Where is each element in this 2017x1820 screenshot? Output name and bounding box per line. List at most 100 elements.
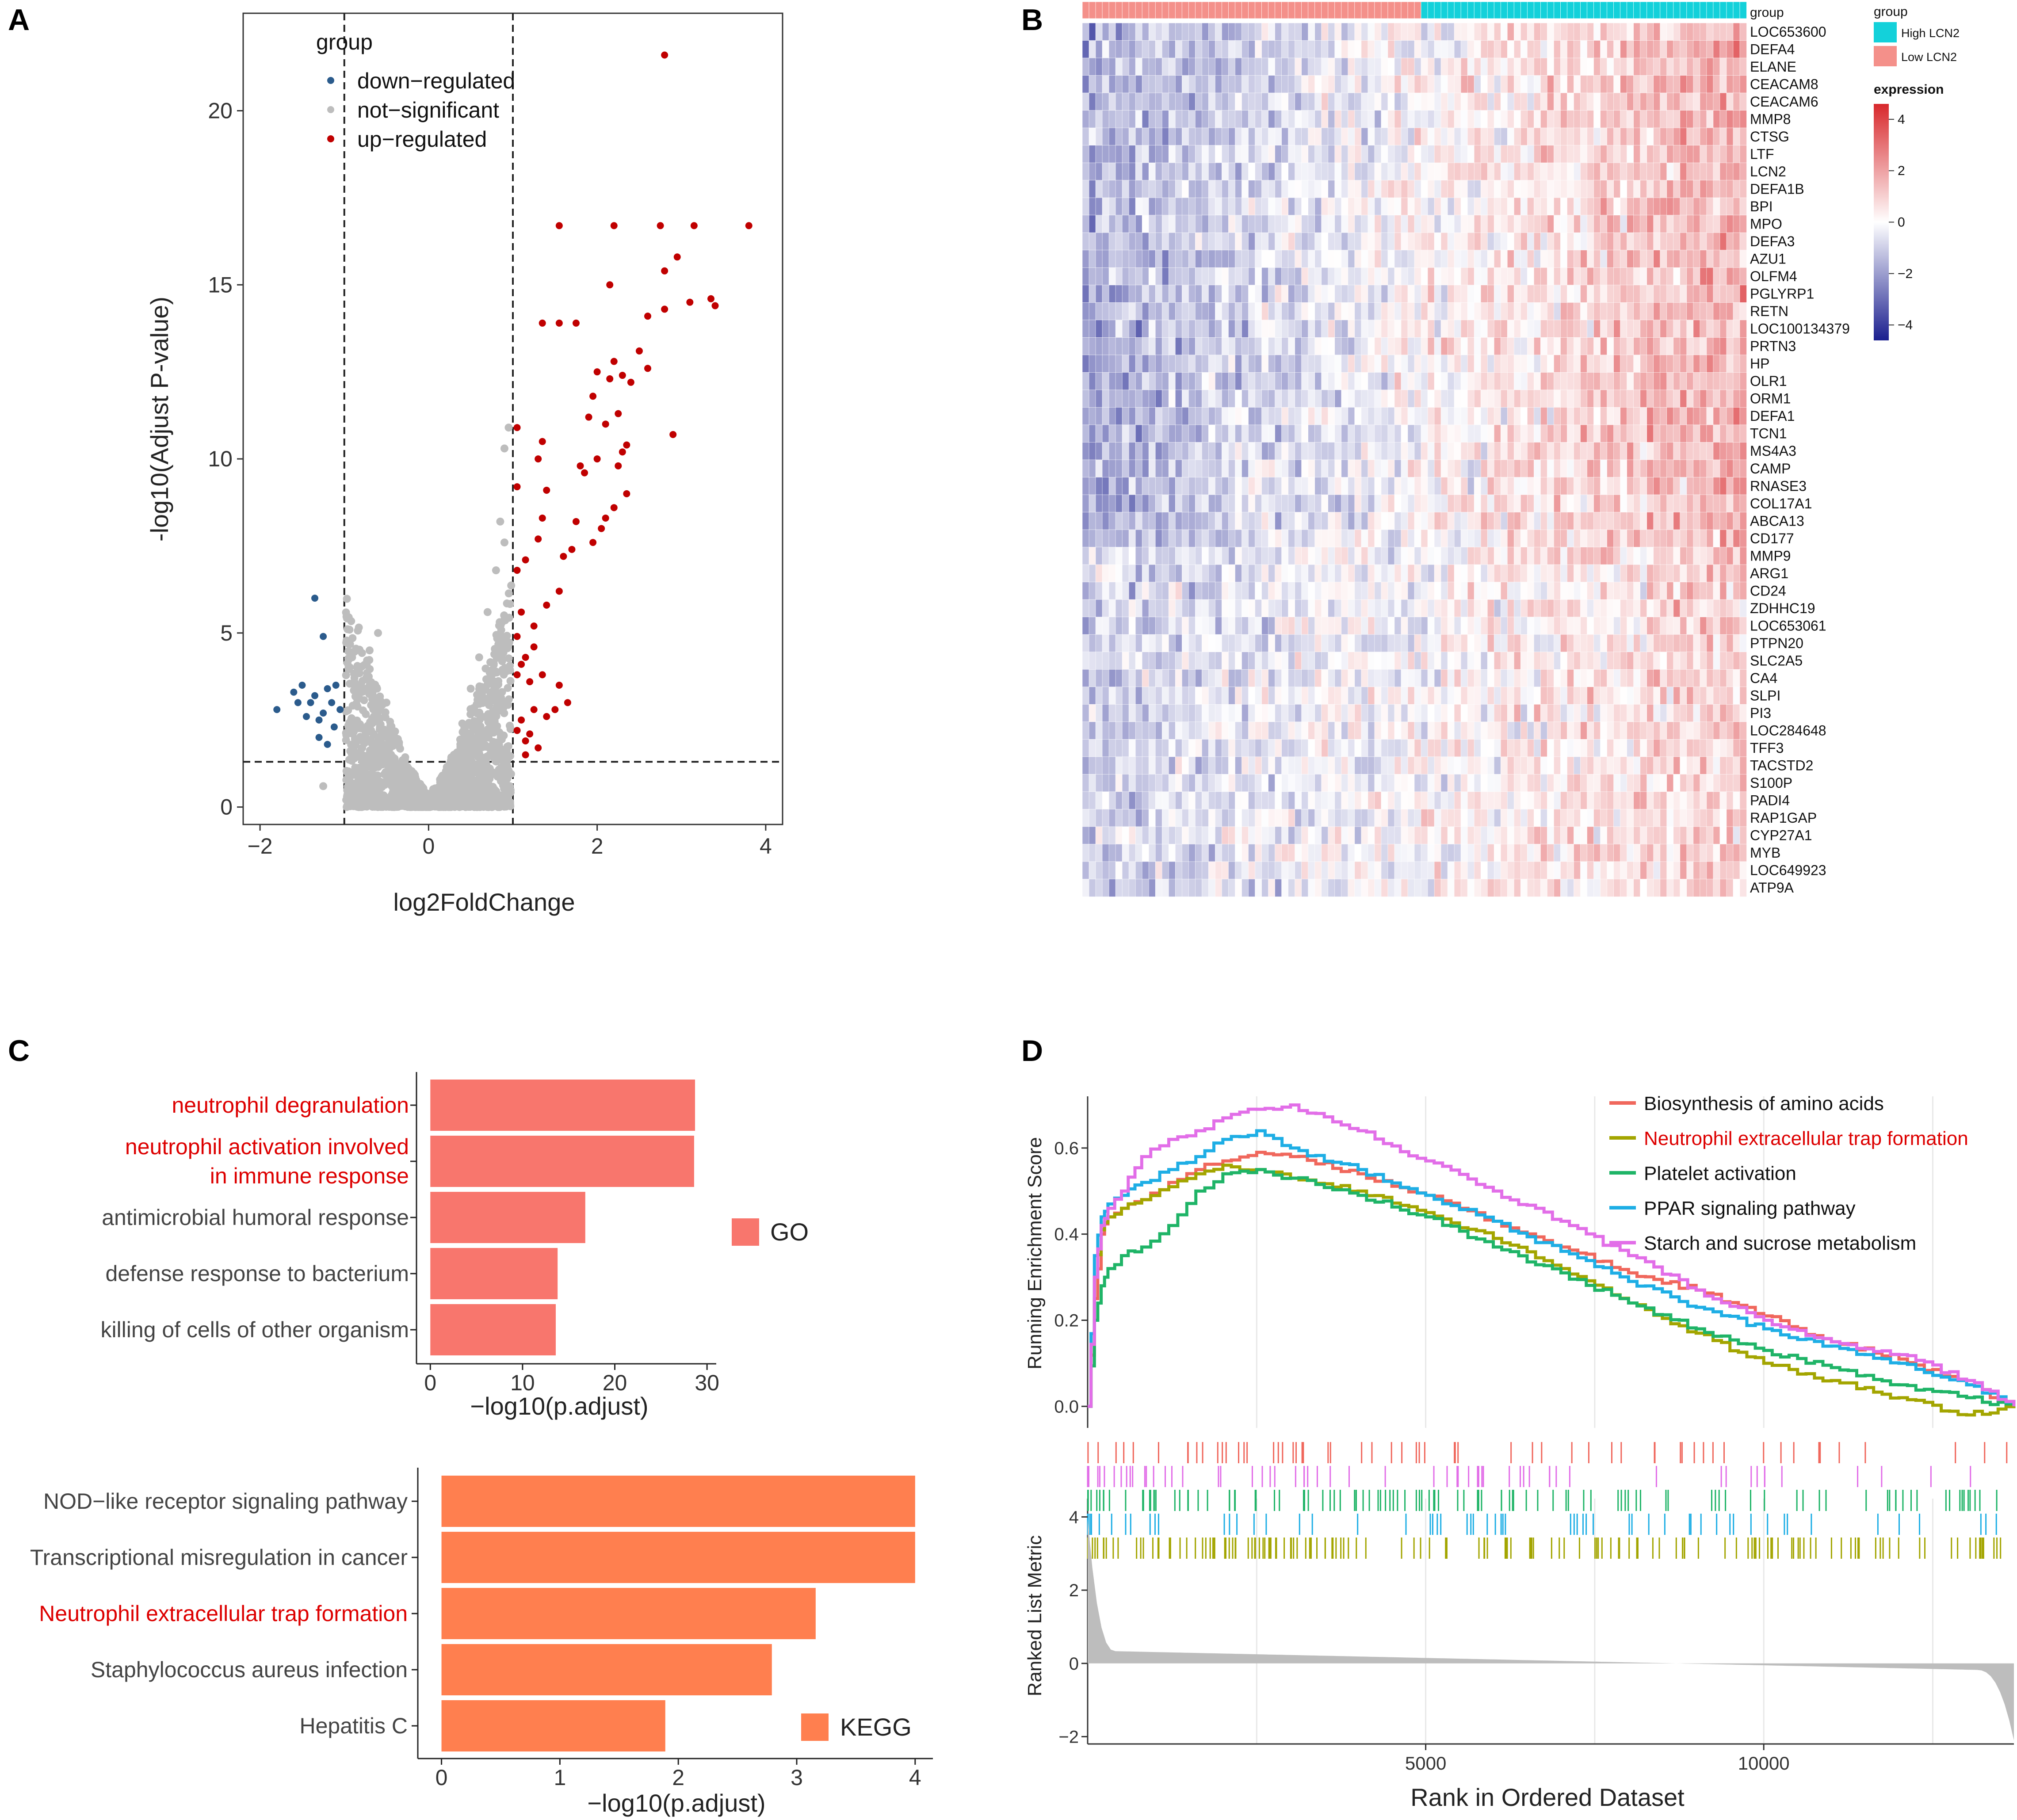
heatmap-cell bbox=[1301, 23, 1309, 41]
volcano-x-tick-label: 2 bbox=[591, 834, 604, 858]
heatmap-cell bbox=[1434, 459, 1441, 478]
heatmap-cell bbox=[1334, 127, 1342, 146]
heatmap-cell bbox=[1660, 75, 1667, 93]
heatmap-cell bbox=[1354, 320, 1362, 338]
heatmap-cell bbox=[1407, 162, 1415, 181]
heatmap-cell bbox=[1235, 459, 1242, 478]
heatmap-cell bbox=[1693, 302, 1700, 321]
heatmap-cell bbox=[1089, 529, 1096, 548]
annotation-cell-low-lcn2 bbox=[1208, 1, 1216, 19]
heatmap-cell bbox=[1288, 459, 1295, 478]
heatmap-cell bbox=[1440, 162, 1448, 181]
heatmap-cell bbox=[1673, 110, 1681, 128]
heatmap-cell bbox=[1460, 180, 1468, 198]
heatmap-cell bbox=[1175, 459, 1183, 478]
heatmap-cell bbox=[1334, 477, 1342, 495]
heatmap-cell bbox=[1215, 355, 1222, 373]
heatmap-cell bbox=[1228, 459, 1236, 478]
heatmap-cell bbox=[1500, 389, 1508, 408]
heatmap-cell bbox=[1208, 215, 1216, 233]
heatmap-cell bbox=[1089, 442, 1096, 460]
heatmap-cell bbox=[1108, 302, 1116, 321]
heatmap-cell bbox=[1693, 267, 1700, 286]
heatmap-cell bbox=[1607, 57, 1614, 76]
volcano-point-ns bbox=[366, 665, 374, 673]
heatmap-cell bbox=[1414, 162, 1421, 181]
heatmap-cell bbox=[1387, 75, 1395, 93]
volcano-point-up bbox=[585, 413, 592, 421]
heatmap-cell bbox=[1082, 337, 1089, 355]
heatmap-cell bbox=[1168, 127, 1176, 146]
heatmap-cell bbox=[1361, 320, 1368, 338]
heatmap-cell bbox=[1268, 267, 1276, 286]
volcano-point-up bbox=[513, 424, 521, 431]
heatmap-cell bbox=[1454, 40, 1461, 58]
heatmap-cell bbox=[1175, 442, 1183, 460]
annotation-cell-high-lcn2 bbox=[1474, 1, 1482, 19]
heatmap-cell bbox=[1222, 547, 1229, 565]
heatmap-cell bbox=[1255, 529, 1262, 548]
heatmap-cell bbox=[1693, 355, 1700, 373]
heatmap-cell bbox=[1288, 302, 1295, 321]
heatmap-cell bbox=[1480, 477, 1488, 495]
heatmap-cell bbox=[1500, 197, 1508, 216]
heatmap-cell bbox=[1666, 302, 1674, 321]
heatmap-cell bbox=[1215, 162, 1222, 181]
heatmap-cell bbox=[1328, 389, 1335, 408]
volcano-point-ns bbox=[352, 689, 361, 697]
heatmap-cell bbox=[1314, 250, 1322, 268]
heatmap-cell bbox=[1175, 110, 1183, 128]
heatmap-cell bbox=[1480, 57, 1488, 76]
heatmap-cell bbox=[1122, 355, 1129, 373]
heatmap-cell bbox=[1574, 267, 1581, 286]
heatmap-cell bbox=[1108, 127, 1116, 146]
heatmap-cell bbox=[1427, 407, 1435, 425]
heatmap-cell bbox=[1208, 389, 1216, 408]
heatmap-cell bbox=[1739, 110, 1747, 128]
heatmap-cell bbox=[1646, 459, 1654, 478]
heatmap-cell bbox=[1188, 320, 1196, 338]
heatmap-cell bbox=[1726, 23, 1734, 41]
annotation-cell-high-lcn2 bbox=[1520, 1, 1528, 19]
heatmap-cell bbox=[1195, 547, 1203, 565]
volcano-point-ns bbox=[504, 767, 513, 775]
heatmap-cell bbox=[1374, 424, 1382, 443]
heatmap-cell bbox=[1660, 494, 1667, 513]
heatmap-cell bbox=[1155, 23, 1163, 41]
heatmap-cell bbox=[1600, 477, 1608, 495]
heatmap-cell bbox=[1447, 494, 1455, 513]
heatmap-cell bbox=[1295, 355, 1302, 373]
volcano-point-ns bbox=[500, 709, 508, 717]
volcano-point-down bbox=[311, 595, 319, 602]
heatmap-cell bbox=[1534, 389, 1541, 408]
heatmap-cell bbox=[1414, 494, 1421, 513]
heatmap-cell bbox=[1713, 494, 1720, 513]
heatmap-cell bbox=[1348, 459, 1355, 478]
heatmap-cell bbox=[1328, 232, 1335, 251]
heatmap-cell bbox=[1122, 389, 1129, 408]
heatmap-cell bbox=[1341, 57, 1348, 76]
heatmap-cell bbox=[1527, 494, 1535, 513]
heatmap-cell bbox=[1514, 57, 1521, 76]
heatmap-cell bbox=[1660, 180, 1667, 198]
heatmap-cell bbox=[1255, 250, 1262, 268]
heatmap-cell bbox=[1540, 23, 1548, 41]
heatmap-cell bbox=[1447, 285, 1455, 303]
heatmap-cell bbox=[1155, 197, 1163, 216]
heatmap-cell bbox=[1507, 389, 1515, 408]
heatmap-cell bbox=[1693, 145, 1700, 163]
heatmap-cell bbox=[1261, 547, 1269, 565]
heatmap-cell bbox=[1102, 232, 1109, 251]
heatmap-cell bbox=[1467, 407, 1475, 425]
volcano-point-ns bbox=[344, 664, 353, 672]
volcano-point-ns bbox=[382, 698, 391, 707]
volcano-point-ns bbox=[360, 696, 368, 705]
heatmap-cell bbox=[1653, 215, 1661, 233]
heatmap-cell bbox=[1733, 215, 1740, 233]
heatmap-cell bbox=[1653, 267, 1661, 286]
heatmap-cell bbox=[1454, 127, 1461, 146]
heatmap-cell bbox=[1487, 92, 1495, 111]
heatmap-cell bbox=[1142, 320, 1149, 338]
heatmap-cell bbox=[1474, 302, 1481, 321]
heatmap-cell bbox=[1148, 407, 1156, 425]
